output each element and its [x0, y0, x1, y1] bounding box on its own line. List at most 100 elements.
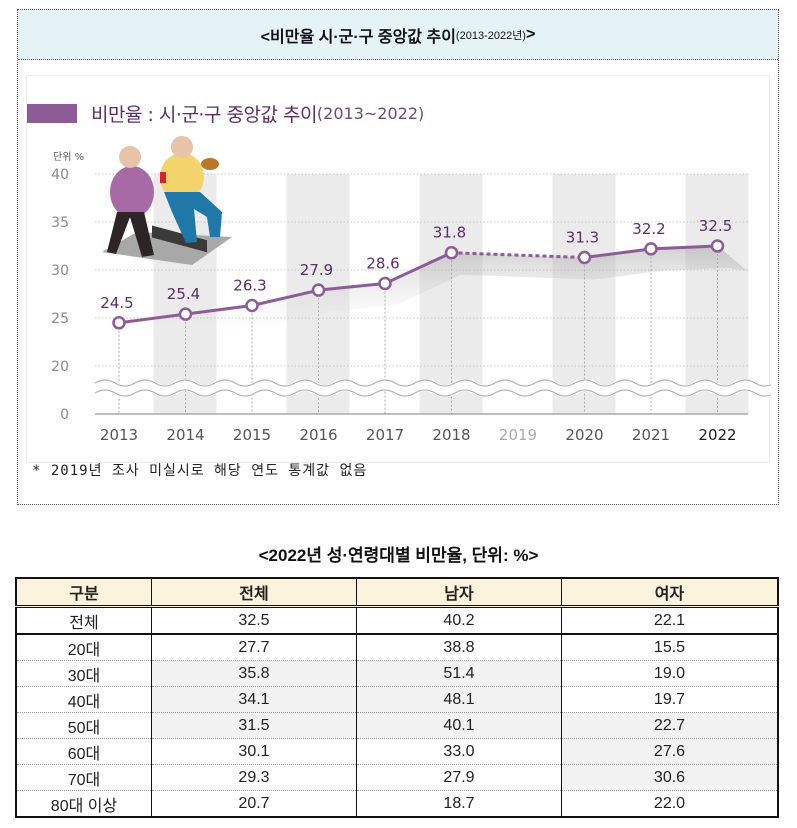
header-category: 구분 — [16, 578, 152, 608]
dashed-segment — [451, 251, 585, 260]
data-point[interactable] — [644, 242, 658, 256]
cell-male: 48.1 — [356, 686, 562, 713]
cell-male: 27.9 — [356, 764, 562, 791]
table-header-row: 구분 전체 남자 여자 — [16, 578, 778, 608]
data-point[interactable] — [378, 276, 392, 291]
cell-total: 20.7 — [151, 790, 357, 818]
y-tick-label: 30 — [51, 263, 69, 279]
cell-female: 30.6 — [561, 764, 778, 791]
data-label: 32.2 — [632, 220, 665, 238]
line-chart: 40 35 30 25 20 0 단위 % 2013 2014 2015 2016 2017 2018 2… — [51, 136, 771, 444]
cell-female: 27.6 — [561, 738, 778, 765]
cell-female: 19.7 — [561, 686, 778, 713]
data-point[interactable] — [112, 316, 126, 330]
line-segment — [650, 244, 718, 251]
row-label: 80대 이상 — [16, 790, 152, 818]
line-segment — [584, 247, 652, 260]
axis-break-mask — [91, 379, 771, 397]
obesity-table: 구분 전체 남자 여자 전체 32.5 40.2 22.1 20대 27.7 38.8 15.… — [15, 577, 779, 818]
x-tick-label: 2015 — [233, 426, 271, 444]
cell-total: 27.7 — [151, 634, 357, 661]
table-row: 50대 31.5 40.1 22.7 — [16, 712, 778, 739]
axis-break-icon — [94, 389, 771, 397]
cell-male: 18.7 — [356, 790, 562, 818]
cell-male: 33.0 — [356, 738, 562, 765]
table-row: 20대 27.7 38.8 15.5 — [16, 634, 778, 661]
row-label: 40대 — [16, 686, 152, 713]
heading-swatch — [27, 104, 77, 123]
data-point[interactable] — [444, 245, 459, 260]
chart-title: 비만율 : 시·군·구 중앙값 추이 — [91, 104, 317, 126]
cell-female: 15.5 — [561, 634, 778, 661]
table-row: 80대 이상 20.7 18.7 22.0 — [16, 790, 778, 818]
table-row: 60대 30.1 33.0 27.6 — [16, 738, 778, 765]
illustration-people-icon — [102, 136, 232, 265]
cell-total: 34.1 — [151, 686, 357, 713]
data-label: 25.4 — [167, 285, 200, 303]
cell-total: 29.3 — [151, 764, 357, 791]
unit-label: 단위 % — [53, 150, 84, 163]
cell-male: 40.2 — [356, 606, 562, 635]
row-label: 50대 — [16, 712, 152, 739]
table-row: 전체 32.5 40.2 22.1 — [16, 606, 778, 635]
x-tick-label: 2014 — [166, 426, 204, 444]
data-point[interactable] — [710, 239, 725, 253]
x-tick-label: 2013 — [100, 426, 138, 444]
cell-female: 19.0 — [561, 660, 778, 687]
cell-total: 35.8 — [151, 660, 357, 687]
y-tick-label: 35 — [51, 215, 69, 231]
chart-section: <비만율 시·군·구 중앙값 추이 (2013-2022년) > 비만율 : 시·군… — [17, 9, 779, 505]
chart-card: 비만율 : 시·군·구 중앙값 추이 (2013~2022) 40 35 30 25 20… — [26, 75, 771, 463]
table-title: <2022년 성·연령대별 비만율, 단위: %> — [258, 546, 539, 565]
row-label: 70대 — [16, 764, 152, 791]
section-title: <비만율 시·군·구 중앙값 추이 — [260, 28, 456, 46]
line-segment — [384, 251, 453, 285]
table-row: 40대 34.1 48.1 19.7 — [16, 686, 778, 713]
axis-break-icon — [94, 379, 771, 387]
cell-male: 40.1 — [356, 712, 562, 739]
y-tick-label: 25 — [51, 311, 69, 327]
x-tick-label: 2020 — [565, 426, 603, 444]
cell-female: 22.7 — [561, 712, 778, 739]
cell-total: 32.5 — [151, 606, 357, 635]
cell-male: 38.8 — [356, 634, 562, 661]
data-label: 24.5 — [100, 294, 133, 312]
section-title-bar: <비만율 시·군·구 중앙값 추이 (2013-2022년) > — [18, 10, 778, 60]
data-label: 31.3 — [566, 229, 599, 247]
cell-total: 31.5 — [151, 712, 357, 739]
cell-total: 30.1 — [151, 738, 357, 765]
chart-heading: 비만율 : 시·군·구 중앙값 추이 (2013~2022) — [27, 100, 424, 127]
data-label: 27.9 — [300, 261, 333, 279]
data-label: 32.5 — [699, 217, 732, 235]
line-segment — [251, 288, 319, 307]
cell-male: 51.4 — [356, 660, 562, 687]
table-row: 30대 35.8 51.4 19.0 — [16, 660, 778, 687]
y-tick-label: 0 — [60, 407, 69, 423]
row-label: 전체 — [16, 606, 152, 635]
x-tick-label: 2017 — [366, 426, 404, 444]
header-male: 남자 — [356, 578, 562, 608]
data-label: 31.8 — [433, 224, 466, 242]
header-female: 여자 — [561, 578, 778, 608]
y-tick-label: 40 — [51, 167, 69, 183]
section-title-end: > — [525, 25, 536, 43]
y-tick-label: 20 — [51, 359, 69, 375]
line-segment — [185, 304, 253, 316]
row-label: 60대 — [16, 738, 152, 765]
footnote: * 2019년 조사 미실시로 해당 연도 통계값 없음 — [32, 463, 368, 479]
cell-female: 22.1 — [561, 606, 778, 635]
x-tick-label: 2019 — [499, 426, 537, 444]
section-title-years: (2013-2022년) — [455, 29, 526, 42]
data-point[interactable] — [245, 298, 259, 313]
x-tick-label: 2018 — [432, 426, 470, 444]
x-tick-label: 2022 — [698, 426, 736, 444]
x-tick-label: 2016 — [299, 426, 337, 444]
data-point[interactable] — [178, 307, 193, 321]
cell-female: 22.0 — [561, 790, 778, 818]
line-segment — [118, 312, 186, 325]
header-total: 전체 — [151, 578, 357, 608]
chart-title-years: (2013~2022) — [316, 104, 425, 123]
data-point[interactable] — [311, 283, 326, 297]
data-label: 26.3 — [233, 277, 266, 295]
data-point[interactable] — [577, 250, 592, 265]
